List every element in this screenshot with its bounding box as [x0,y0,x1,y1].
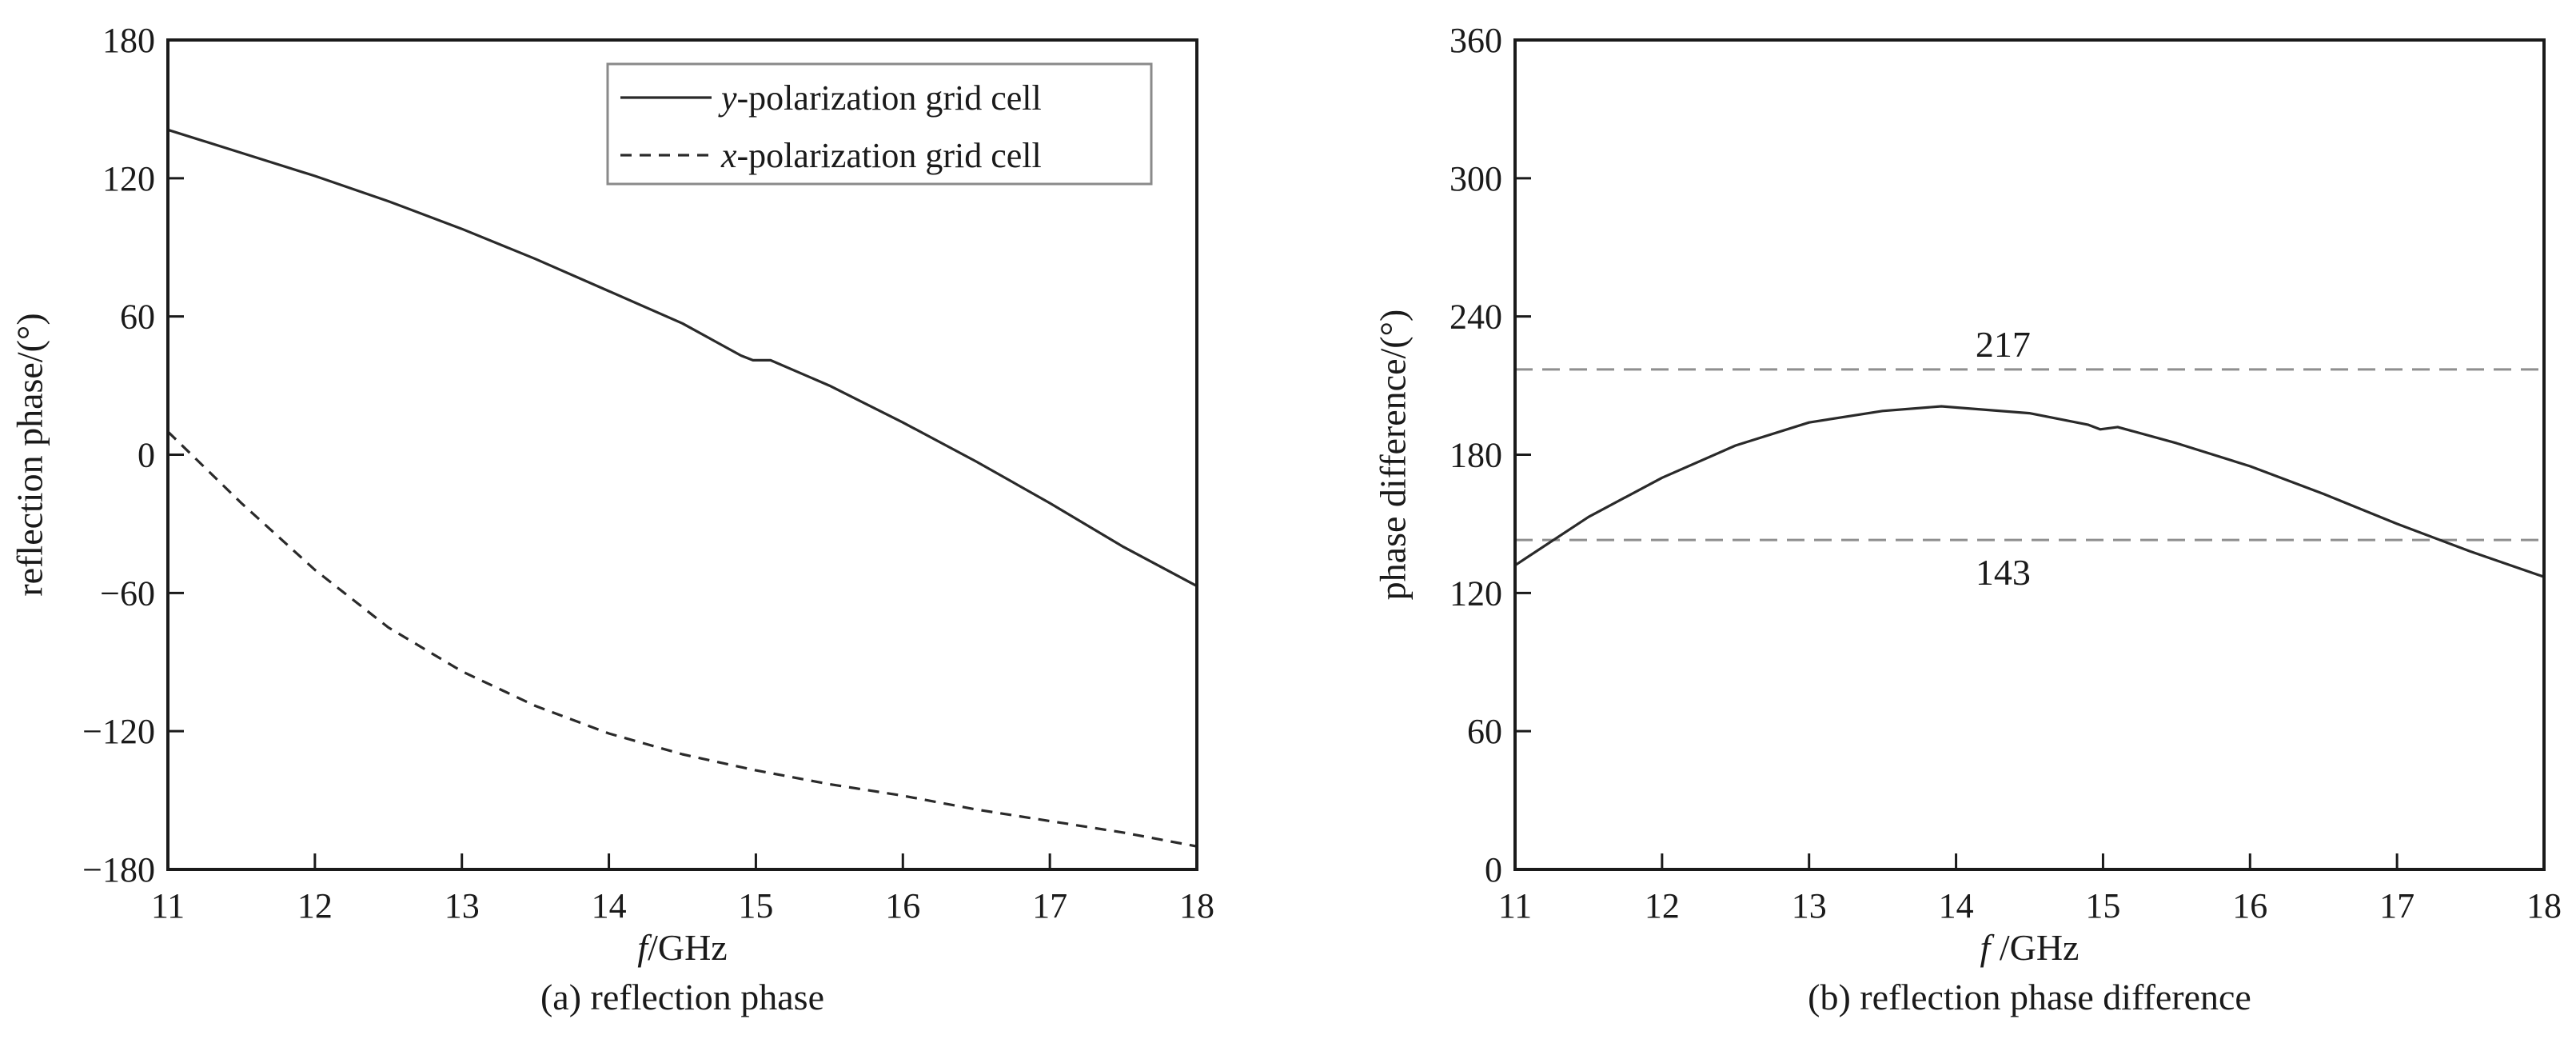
x-tick-label-14: 14 [1939,886,1974,925]
x-tick-label-13: 13 [1792,886,1827,925]
x-tick-label-13: 13 [445,886,480,925]
x-axis-label: f /GHz [1980,927,2080,968]
x-axis-label-unit: /GHz [648,927,728,968]
y-tick-label-180: 180 [1449,436,1502,475]
y-tick-label-60: 60 [120,298,155,337]
x-tick-label-11: 11 [1498,886,1532,925]
x-tick-label-16: 16 [2232,886,2267,925]
x-tick-label-12: 12 [297,886,333,925]
y-axis-label: phase difference/(°) [1373,310,1414,601]
legend-entry-1: x-polarization grid cell [720,136,1042,175]
x-tick-label-15: 15 [2085,886,2120,925]
chart-panel-a: 11 12 13 14 15 16 17 18 −180 −120 −60 0 60 120 180 f/GH… [10,21,1214,1017]
x-tick-label-17: 17 [1032,886,1067,925]
y-tick-label--120: −120 [82,712,155,751]
x-tick-label-17: 17 [2379,886,2415,925]
x-tick-label-18: 18 [1179,886,1214,925]
legend-entry-0: y-polarization grid cell [718,78,1042,118]
y-tick-label-120: 120 [1449,573,1502,613]
y-tick-label-240: 240 [1449,298,1502,337]
plot-frame [1513,38,2546,871]
x-axis-label-unit: /GHz [1990,927,2079,968]
panel-caption: (b) reflection phase difference [1808,977,2251,1017]
x-tick-label-11: 11 [151,886,185,925]
legend-entry-text: -polarization grid cell [737,78,1042,118]
y-tick-label--180: −180 [82,850,155,889]
legend-box [606,62,1153,186]
x-axis-label: f/GHz [637,927,727,968]
y-tick-label-0: 0 [138,436,155,475]
y-tick-label-0: 0 [1485,850,1502,889]
reference-label-143: 143 [1976,552,2031,593]
x-tick-label-14: 14 [592,886,627,925]
x-tick-label-16: 16 [885,886,920,925]
series-line-1 [166,430,1198,848]
y-axis-label: reflection phase/(°) [10,313,50,596]
y-tick-label-180: 180 [102,21,155,60]
series-line-0 [1514,405,2545,578]
y-tick-label--60: −60 [100,573,155,613]
panel-caption: (a) reflection phase [540,977,824,1017]
legend-entry-symbol: x [720,136,737,175]
y-tick-label-300: 300 [1449,159,1502,198]
y-tick-label-120: 120 [102,159,155,198]
x-tick-label-15: 15 [738,886,773,925]
legend-entry-text: -polarization grid cell [737,136,1042,175]
y-tick-label-60: 60 [1467,712,1502,751]
y-tick-label-360: 360 [1449,21,1502,60]
x-tick-label-18: 18 [2526,886,2562,925]
series-line-0 [167,128,1198,588]
legend-entry-symbol: y [718,78,737,118]
x-tick-label-12: 12 [1645,886,1680,925]
reference-label-217: 217 [1976,324,2031,365]
